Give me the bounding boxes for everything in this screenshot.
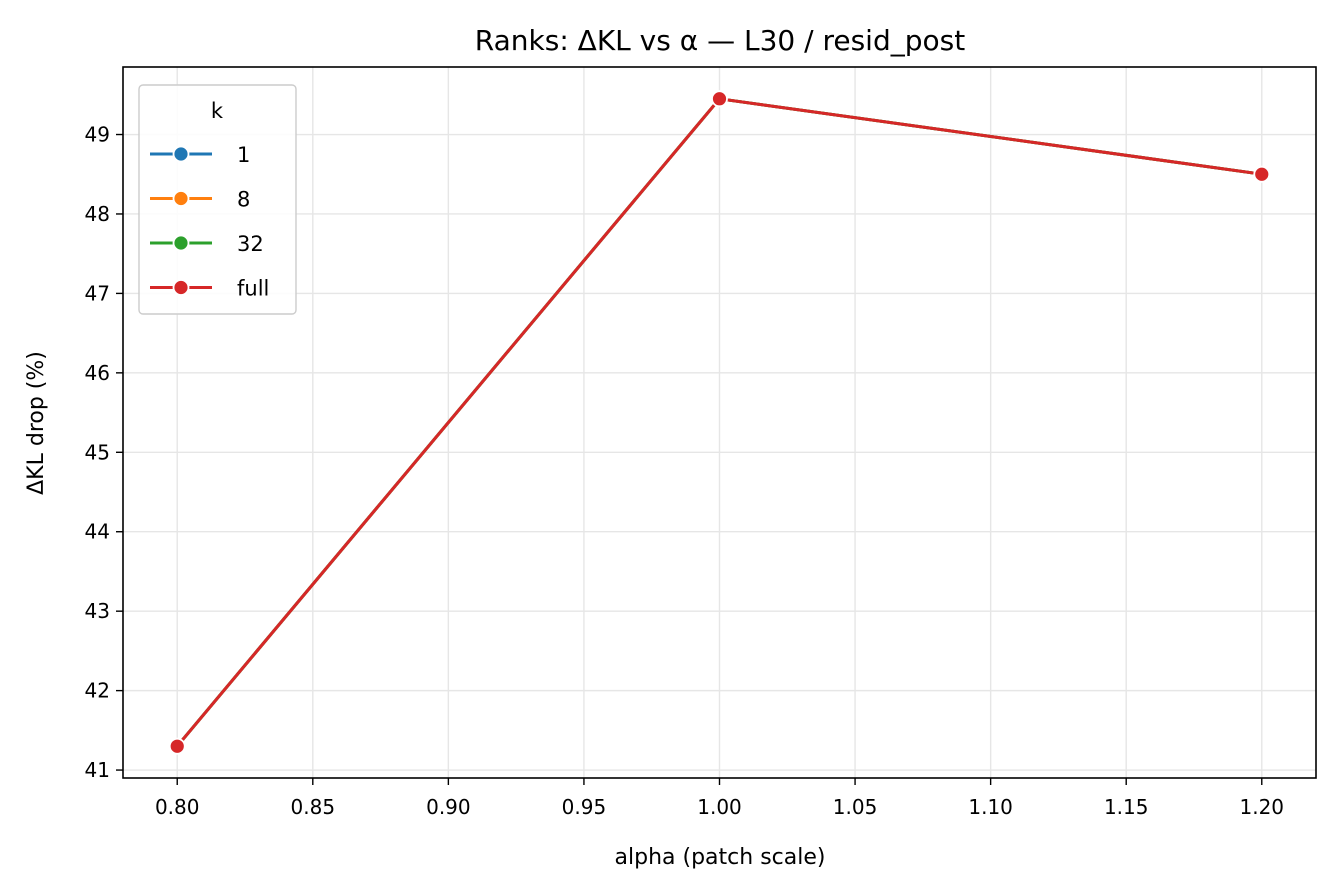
data-point-full	[711, 90, 728, 108]
y-tick-label: 44	[85, 520, 110, 544]
legend-entry-full: full	[237, 277, 269, 301]
x-axis-label: alpha (patch scale)	[615, 845, 826, 870]
legend: k1 8 32 full	[138, 84, 297, 315]
x-tick-label: 0.90	[426, 795, 471, 819]
legend-entry-8: 8	[237, 188, 250, 212]
legend-swatch-marker	[172, 145, 190, 163]
x-tick-label: 0.85	[291, 795, 336, 819]
legend-entry-32: 32	[237, 232, 264, 256]
legend-swatch-marker	[172, 190, 190, 207]
grid	[123, 67, 1316, 778]
series-group	[168, 90, 1271, 755]
x-tick-label: 0.95	[562, 795, 607, 819]
x-tick-label: 0.80	[155, 795, 200, 819]
y-tick-label: 43	[85, 599, 110, 623]
legend-title: k	[211, 99, 224, 123]
y-tick-label: 41	[85, 758, 110, 782]
legend-swatch-marker	[172, 279, 190, 296]
x-tick-label: 1.20	[1240, 795, 1285, 819]
legend-box	[138, 84, 297, 315]
y-axis-label: ΔKL drop (%)	[24, 351, 49, 495]
y-tick-label: 45	[85, 440, 110, 464]
data-point-full	[168, 737, 186, 755]
x-tick-label: 1.05	[833, 795, 878, 819]
legend-entry-1: 1	[237, 143, 250, 167]
data-point-full	[1253, 165, 1271, 183]
y-tick-label: 48	[85, 202, 110, 226]
legend-swatch-marker	[172, 234, 190, 252]
x-tick-label: 1.10	[968, 795, 1013, 819]
y-tick-label: 47	[85, 281, 110, 305]
y-tick-label: 46	[85, 361, 110, 385]
y-tick-label: 42	[85, 679, 110, 703]
x-tick-label: 1.00	[697, 795, 742, 819]
x-tick-label: 1.15	[1104, 795, 1149, 819]
y-tick-label: 49	[85, 123, 110, 147]
x-axis: 0.80 0.85 0.90 0.95 1.00 1.05 1.10 1.15 1.20	[155, 778, 1284, 819]
chart-title: Ranks: ΔKL vs α — L30 / resid_post	[475, 24, 965, 57]
y-axis: 41 42 43 44 45 46 47 48 49	[85, 123, 123, 782]
